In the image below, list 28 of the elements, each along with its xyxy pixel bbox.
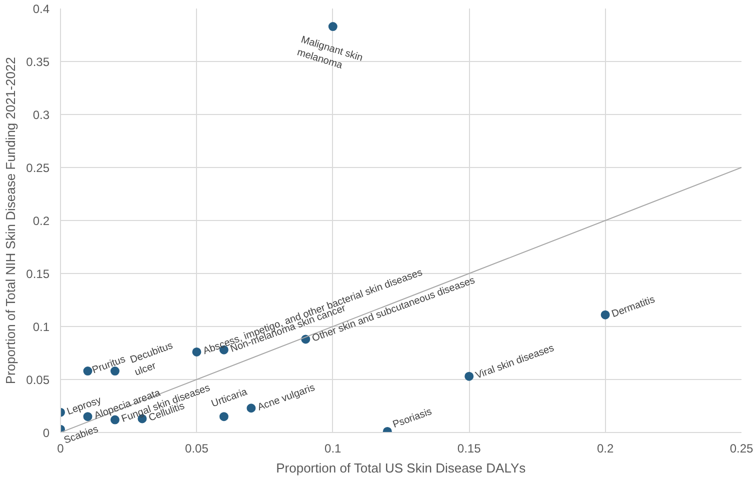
x-tick-label: 0.25 — [730, 442, 754, 456]
x-tick-label: 0.1 — [324, 442, 342, 456]
y-tick-label: 0.1 — [32, 320, 50, 334]
annotation: Acne vulgaris — [256, 382, 316, 414]
x-axis-title: Proportion of Total US Skin Disease DALYs — [276, 460, 526, 476]
annotation: Scabies — [62, 424, 100, 446]
y-tick-label: 0 — [42, 426, 50, 440]
y-tick-label: 0.3 — [32, 108, 50, 122]
y-tick-label: 0.05 — [26, 373, 50, 387]
y-tick-label: 0.15 — [26, 267, 50, 281]
point — [219, 412, 228, 422]
y-axis-title: Proportion of Total NIH Skin Disease Funding 2021-2022 — [3, 57, 18, 384]
y-tick-label: 0.2 — [32, 214, 50, 228]
y-tick-label: 0.4 — [32, 2, 50, 16]
y-tick-label: 0.25 — [26, 161, 50, 175]
annotation: Pruritus — [90, 354, 127, 376]
point — [192, 347, 202, 356]
point — [328, 22, 338, 32]
point — [600, 310, 610, 320]
x-tick-label: 0 — [57, 442, 64, 456]
x-tick-label: 0.15 — [457, 442, 482, 456]
point — [246, 404, 256, 413]
x-tick-label: 0.2 — [596, 442, 614, 456]
point — [83, 366, 92, 376]
y-tick-label: 0.35 — [26, 55, 50, 69]
x-tick-label: 0.05 — [185, 442, 209, 456]
annotation: Urticaria — [210, 386, 250, 410]
point — [464, 372, 474, 381]
